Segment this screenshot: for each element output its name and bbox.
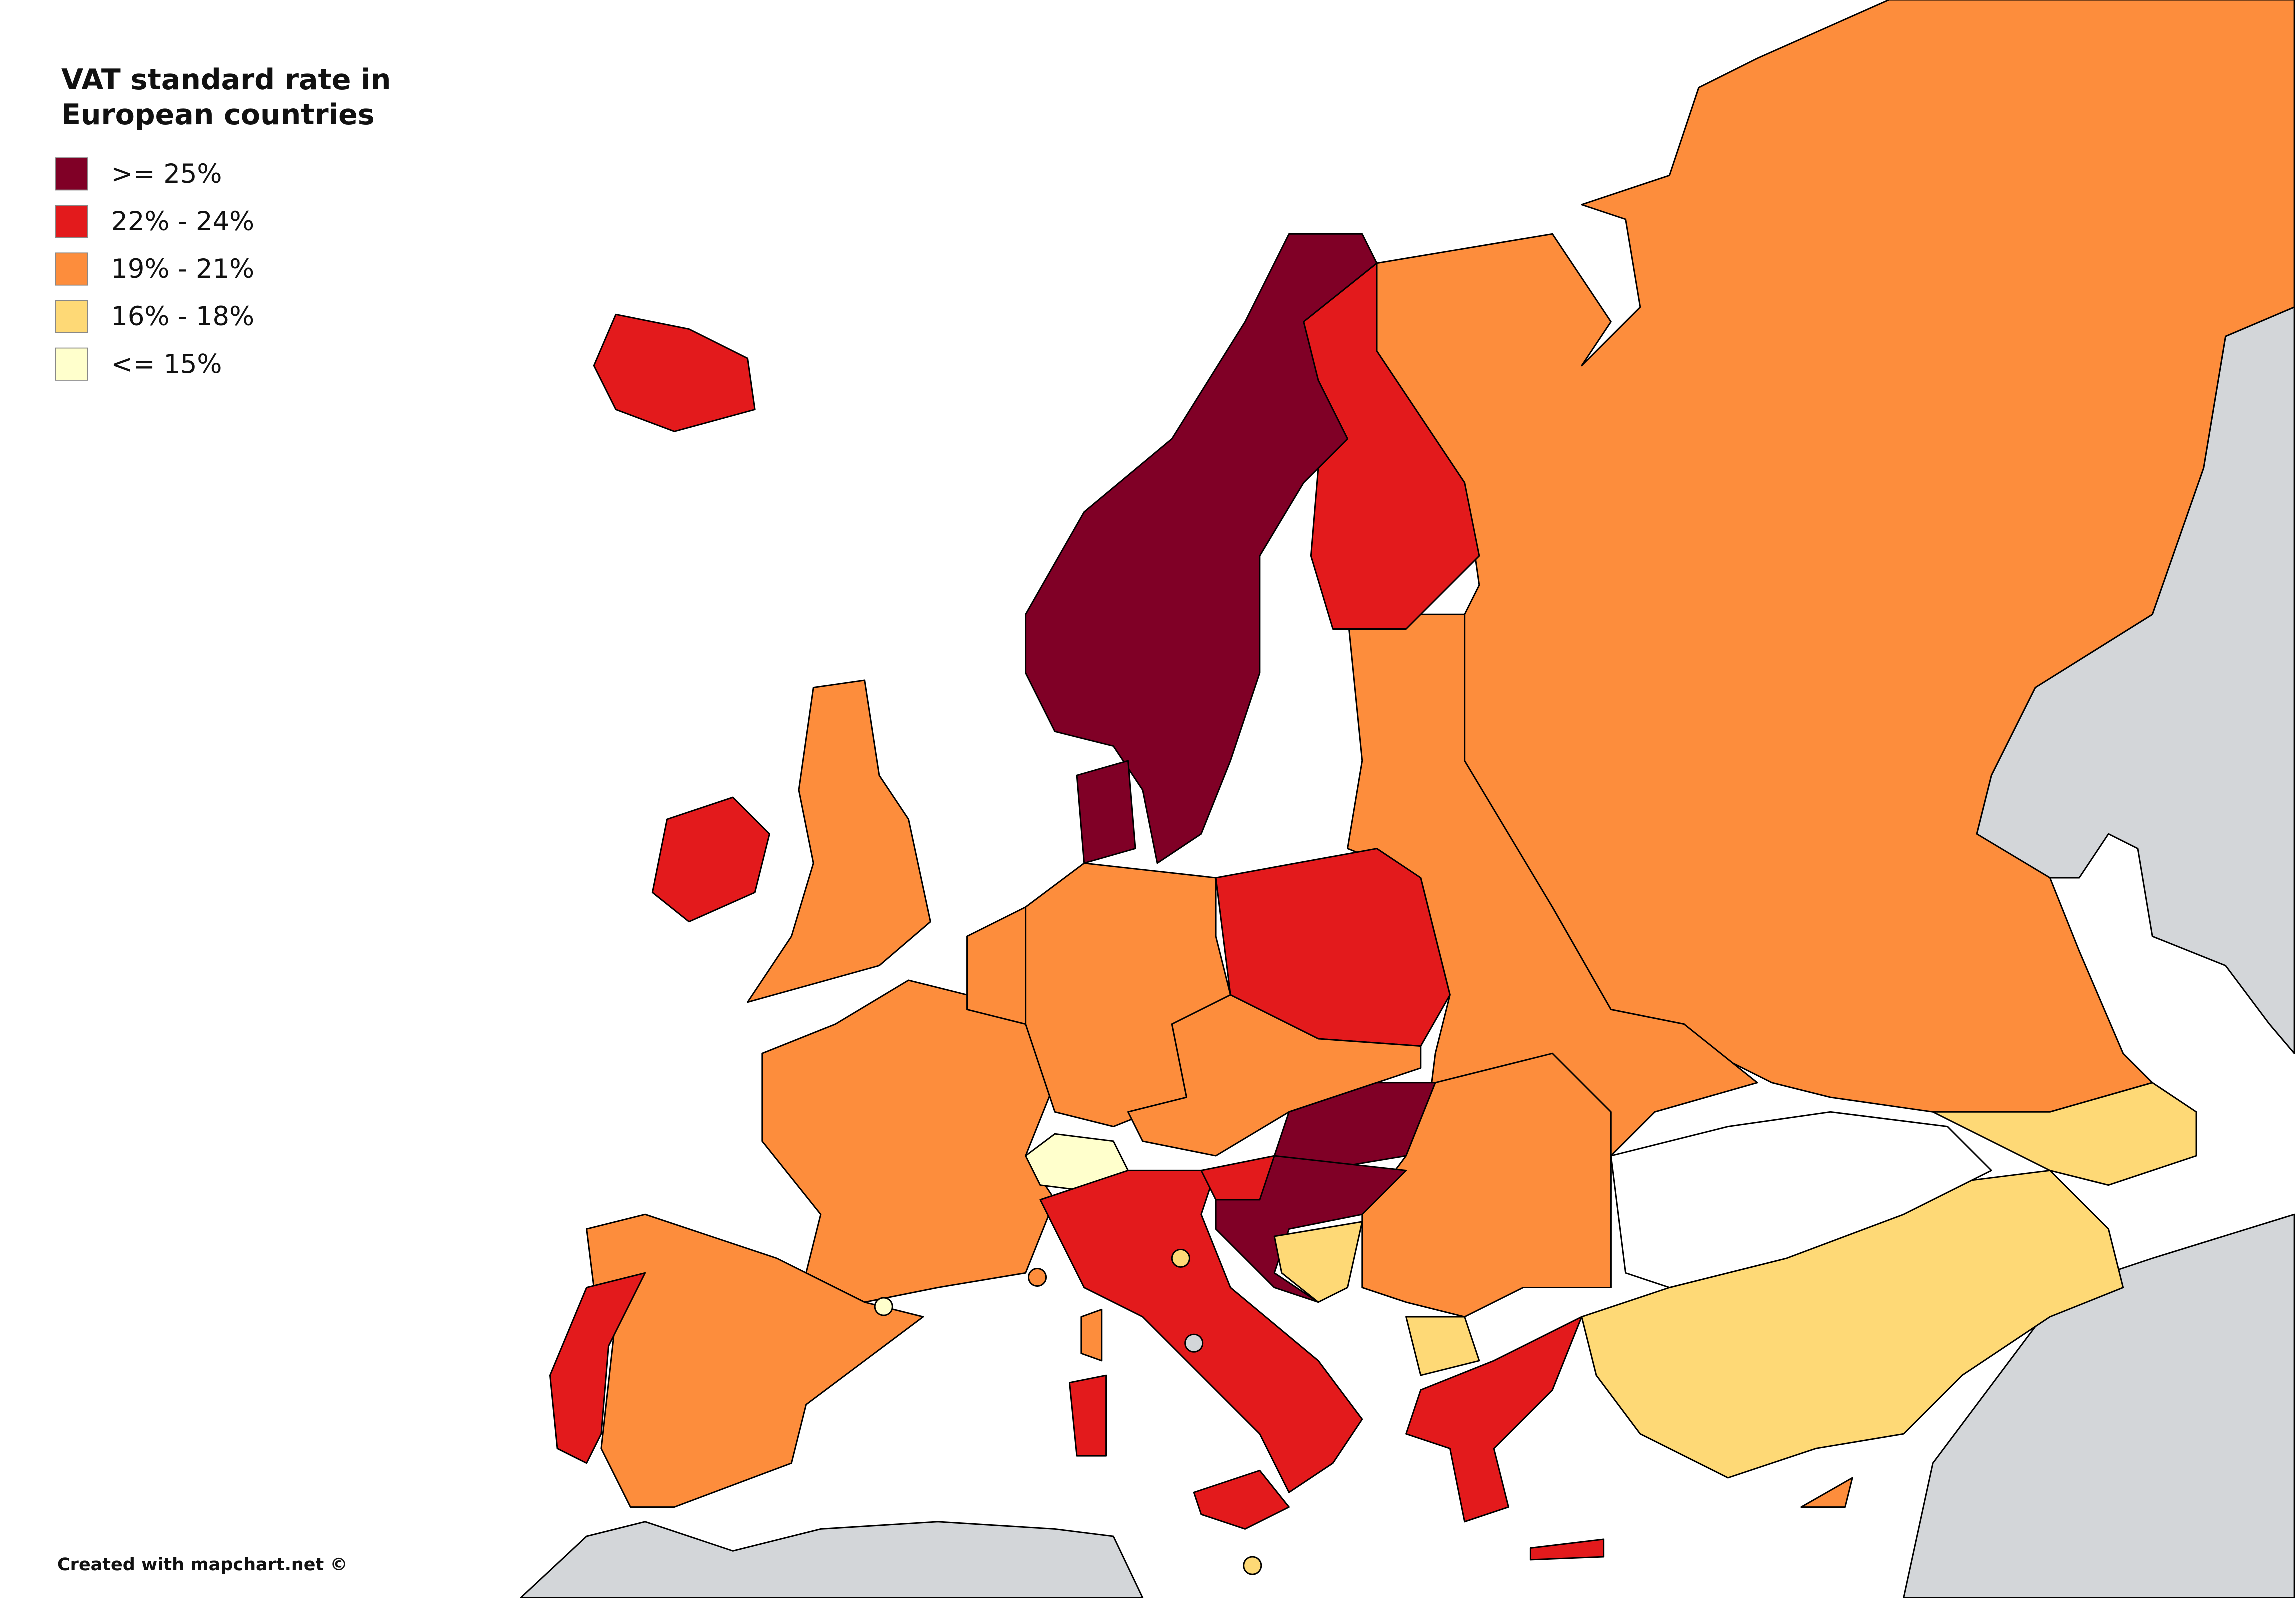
monaco (1028, 1268, 1048, 1288)
credit: Created with mapchart.net © (58, 1555, 348, 1575)
caucasus (1932, 1082, 2198, 1186)
africa (520, 1521, 1144, 1598)
andorra (874, 1297, 894, 1316)
benelux (966, 906, 1027, 1026)
legend-label: <= 15% (111, 349, 222, 380)
greece (1406, 1316, 1583, 1523)
sardinia (1068, 1374, 1108, 1457)
slovenia (1200, 1155, 1276, 1201)
legend-swatch (55, 205, 88, 238)
balkans (1362, 1052, 1612, 1318)
san-marino (1171, 1248, 1190, 1268)
malta (1243, 1556, 1262, 1576)
black-sea (1610, 1111, 1992, 1288)
britain (747, 680, 932, 1004)
middle-east (1903, 1214, 2296, 1598)
legend: >= 25% 22% - 24% 19% - 21% 16% - 18% <= 15% (55, 158, 254, 381)
sicily (1193, 1470, 1290, 1530)
legend-swatch (55, 158, 88, 191)
land (520, 0, 2296, 1598)
legend-swatch (55, 348, 88, 381)
denmark (1076, 760, 1136, 864)
crete (1530, 1538, 1605, 1561)
bosnia (1274, 1221, 1364, 1304)
cyprus (1800, 1477, 1854, 1508)
macedonia (1406, 1316, 1480, 1376)
legend-label: >= 25% (111, 159, 222, 190)
spain (586, 1214, 924, 1508)
france (762, 980, 1056, 1304)
legend-swatch (55, 252, 88, 286)
legend-swatch (55, 300, 88, 334)
legend-label: 22% - 24% (111, 206, 254, 237)
legend-label: 16% - 18% (111, 302, 254, 332)
iceland (593, 314, 756, 432)
portugal (549, 1272, 646, 1464)
vatican (1184, 1334, 1204, 1353)
scandinavia (1025, 233, 1378, 864)
ireland (652, 796, 770, 923)
legend-label: 19% - 21% (111, 254, 254, 284)
map-title: VAT standard rate in European countries (62, 64, 392, 132)
corsica (1080, 1308, 1103, 1362)
